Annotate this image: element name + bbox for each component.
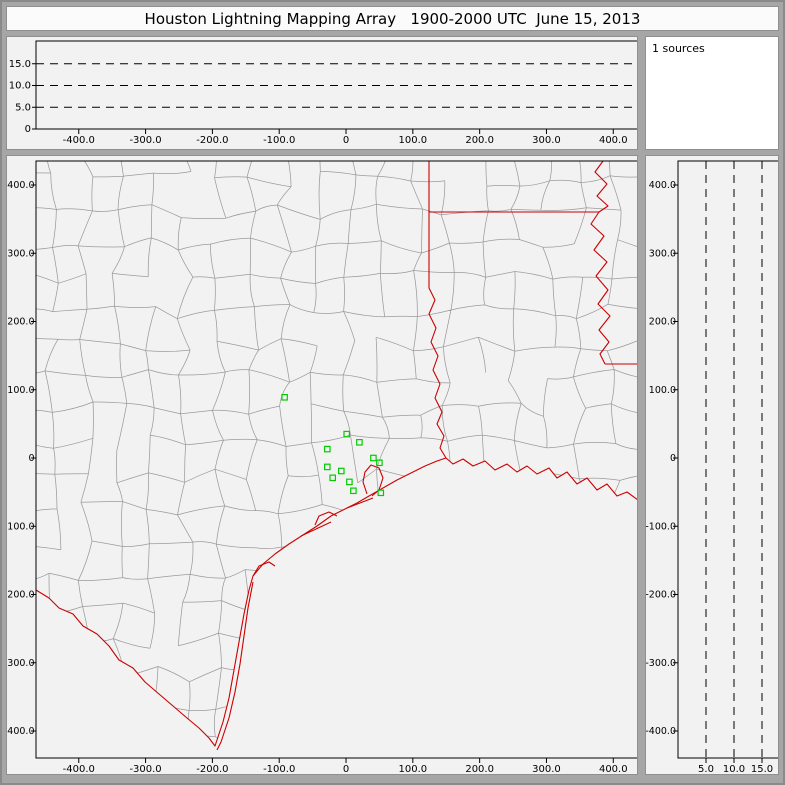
x-tick-label: -200.0 (196, 135, 228, 146)
altitude-ew-panel: 15.0 10.0 5.0 0 -400.0 -300.0 -200.0 -100.0 0 100… (6, 36, 638, 150)
altitude-tick-label: 10.0 (723, 764, 745, 774)
y-tick-label: 400.0 (649, 180, 676, 191)
y-tick-label: -300.0 (7, 658, 35, 669)
x-tick-label: 400.0 (599, 764, 628, 774)
lma-station-marker (376, 459, 383, 467)
altitude-tick-label: 15.0 (9, 59, 31, 70)
altitude-tick-label: 0 (25, 124, 31, 135)
y-tick-label: -100.0 (646, 521, 676, 532)
x-tick-label: 300.0 (532, 764, 561, 774)
x-tick-label: 300.0 (532, 135, 561, 146)
altitude-ns-plot: 400.0 300.0 200.0 100.0 0 -100.0 -200.0 -300.0 -… (646, 160, 778, 774)
x-tick-label: -400.0 (63, 764, 95, 774)
state-border-coastline (314, 511, 338, 526)
state-border-coastline (346, 497, 374, 509)
state-border-coastline (428, 161, 447, 459)
lma-station-marker (324, 463, 331, 471)
altitude-ns-panel: 400.0 300.0 200.0 100.0 0 -100.0 -200.0 -300.0 -… (645, 155, 779, 775)
lma-station-marker (377, 489, 385, 497)
x-tick-label: -400.0 (63, 135, 95, 146)
lma-station-marker (356, 439, 363, 446)
x-tick-label: 0 (343, 135, 349, 146)
lma-station-marker (350, 487, 357, 495)
altitude-tick-label: 5.0 (15, 102, 31, 113)
x-tick-label: 100.0 (399, 135, 428, 146)
state-border-coastline (252, 561, 276, 577)
plan-view-map-panel: -400.0 -300.0 -200.0 -100.0 0 100.0 200.0 300.0… (6, 155, 638, 775)
lma-station-marker (346, 478, 353, 486)
y-tick-label: -200.0 (646, 590, 676, 601)
title-bar: Houston Lightning Mapping Array 1900-200… (6, 6, 779, 31)
state-border-coastline (590, 160, 611, 365)
state-border-coastline (35, 457, 637, 747)
plan-view-map-plot: -400.0 -300.0 -200.0 -100.0 0 100.0 200.0 300.0… (7, 160, 637, 774)
map-plot-border (35, 160, 637, 759)
x-tick-label: -300.0 (129, 764, 161, 774)
x-tick-label: 400.0 (599, 135, 628, 146)
lma-station-marker (324, 445, 331, 453)
altitude-ew-plot: 15.0 10.0 5.0 0 -400.0 -300.0 -200.0 -100.0 0 100… (9, 40, 637, 146)
lma-station-marker (281, 394, 288, 401)
y-tick-label: 200.0 (7, 317, 34, 328)
altitude-tick-label: 5.0 (698, 764, 714, 774)
x-tick-label: 200.0 (465, 764, 494, 774)
y-tick-label: 100.0 (7, 385, 34, 396)
y-tick-label: 300.0 (7, 248, 34, 259)
sources-panel: 1 sources (645, 36, 779, 150)
y-tick-label: -400.0 (7, 726, 35, 737)
x-tick-label: 200.0 (465, 135, 494, 146)
y-tick-label: 0 (28, 453, 34, 464)
state-border-coastline (362, 464, 384, 497)
ns-plot-border (677, 160, 778, 759)
x-tick-label: -100.0 (263, 764, 295, 774)
y-tick-label: 0 (670, 453, 676, 464)
y-tick-label: -300.0 (646, 658, 676, 669)
altitude-tick-label: 10.0 (9, 81, 31, 92)
x-tick-label: -100.0 (263, 135, 295, 146)
x-tick-label: -300.0 (129, 135, 161, 146)
lma-station-marker (370, 454, 377, 462)
y-tick-label: 200.0 (649, 317, 676, 328)
altitude-tick-label: 15.0 (751, 764, 773, 774)
y-tick-label: -100.0 (7, 521, 35, 532)
y-tick-label: 400.0 (7, 180, 34, 191)
state-border-coastline (216, 581, 254, 751)
y-tick-label: -400.0 (646, 726, 676, 737)
sources-count-label: 1 sources (652, 42, 705, 55)
lma-station-marker (329, 474, 337, 482)
y-tick-label: 100.0 (649, 385, 676, 396)
y-tick-label: 300.0 (649, 248, 676, 259)
x-tick-label: 0 (343, 764, 349, 774)
lma-station-marker (343, 430, 351, 438)
lma-station-marker (338, 467, 345, 475)
y-tick-label: -200.0 (7, 590, 35, 601)
x-tick-label: 100.0 (399, 764, 428, 774)
state-border-coastline (300, 521, 332, 537)
x-tick-label: -200.0 (196, 764, 228, 774)
window-title: Houston Lightning Mapping Array 1900-200… (144, 9, 641, 28)
